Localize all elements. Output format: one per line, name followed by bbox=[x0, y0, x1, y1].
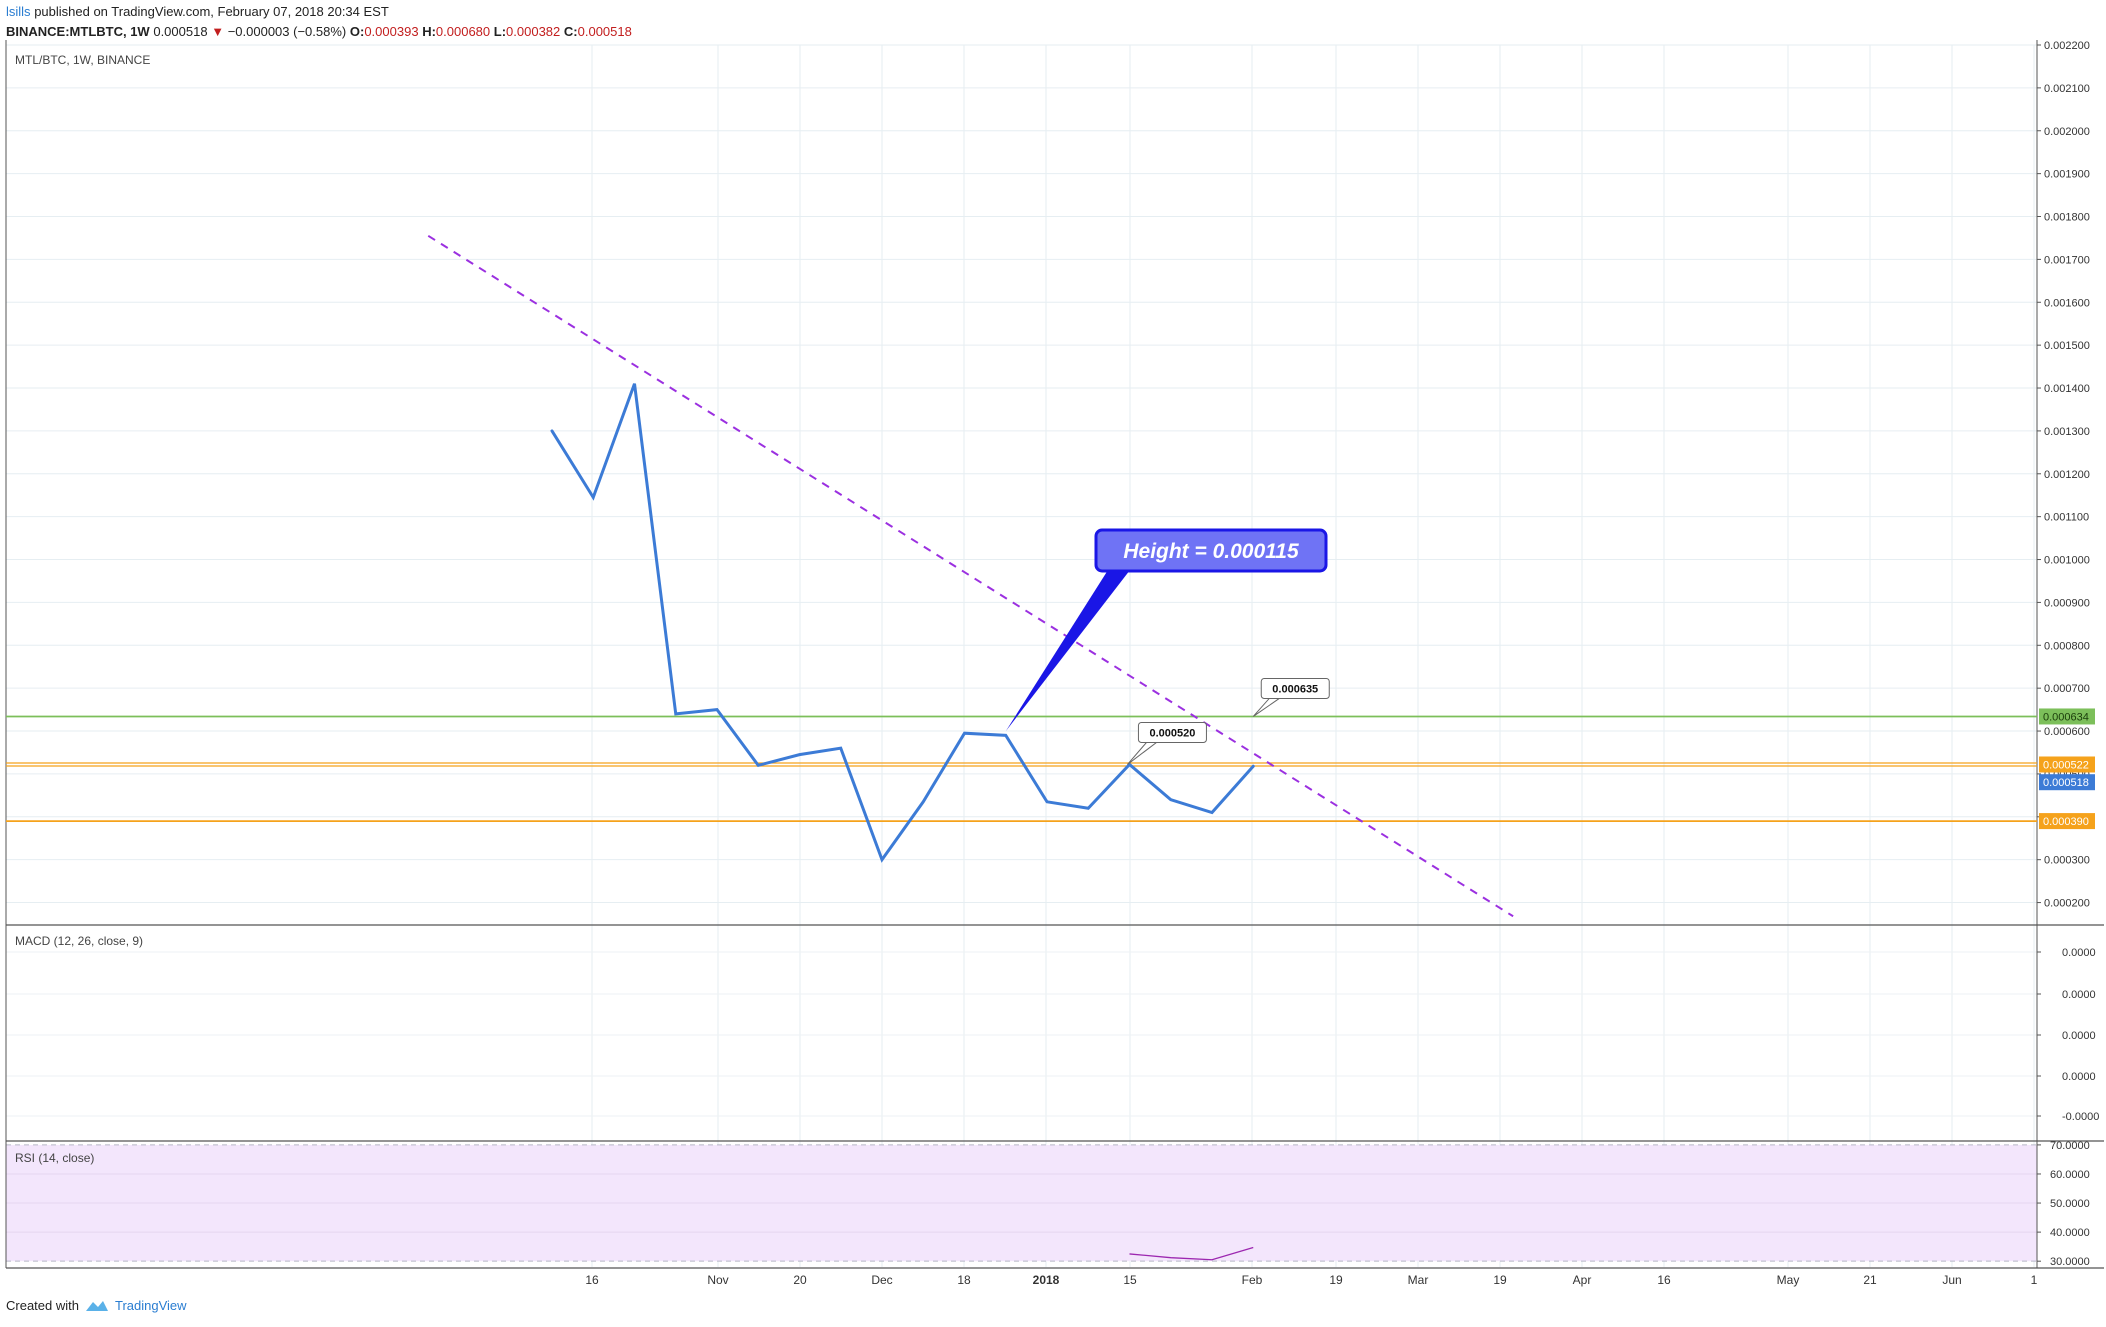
vertical-grid bbox=[591, 45, 2035, 1267]
author-link[interactable]: lsills bbox=[6, 4, 31, 19]
macd-tick-label: 0.0000 bbox=[2062, 1071, 2096, 1083]
high-value: 0.000680 bbox=[435, 24, 491, 39]
price-tick-label: 0.000600 bbox=[2044, 726, 2090, 738]
trend-line bbox=[427, 234, 1514, 918]
price-change: −0.000003 (−0.58%) bbox=[227, 24, 347, 39]
macd-tick-label: -0.0000 bbox=[2062, 1111, 2099, 1123]
price-tick-label: 0.000200 bbox=[2044, 898, 2090, 910]
callout-0635-pointer bbox=[1252, 697, 1281, 717]
price-tick-label: 0.001600 bbox=[2044, 297, 2090, 309]
price-tick-label: 0.000700 bbox=[2044, 683, 2090, 695]
price-tick-label: 0.001900 bbox=[2044, 169, 2090, 181]
x-tick-label: 2018 bbox=[1033, 1273, 1060, 1287]
price-tick-label: 0.001500 bbox=[2044, 340, 2090, 352]
height-callout-text: Height = 0.000115 bbox=[1123, 540, 1299, 563]
x-tick-label: Apr bbox=[1573, 1273, 1592, 1287]
x-tick-label: 21 bbox=[1863, 1273, 1877, 1287]
price-grid bbox=[6, 44, 2037, 904]
callout-0635-box bbox=[1260, 677, 1330, 699]
publish-info: published on TradingView.com, February 0… bbox=[34, 4, 389, 19]
x-tick-label: Dec bbox=[871, 1273, 892, 1287]
x-tick-label: 18 bbox=[957, 1273, 971, 1287]
rsi-tick-label: 40.0000 bbox=[2050, 1227, 2090, 1239]
symbol-label: BINANCE:MTLBTC, 1W bbox=[6, 24, 150, 39]
level-price-label: 0.000634 bbox=[2043, 711, 2089, 723]
last-price: 0.000518 bbox=[153, 24, 208, 39]
price-tick-label: 0.000800 bbox=[2044, 640, 2090, 652]
rsi-tick-label: 70.0000 bbox=[2050, 1140, 2090, 1152]
x-tick-label: 1 bbox=[2031, 1273, 2038, 1287]
level-price-tag bbox=[2039, 756, 2095, 773]
rsi-pane-label: RSI (14, close) bbox=[15, 1151, 94, 1165]
price-tick-label: 0.001200 bbox=[2044, 469, 2090, 481]
rsi-tick-label: 30.0000 bbox=[2050, 1256, 2090, 1268]
price-tick-label: 0.001700 bbox=[2044, 254, 2090, 266]
publish-line: lsills published on TradingView.com, Feb… bbox=[6, 2, 632, 22]
price-tick-label: 0.000300 bbox=[2044, 855, 2090, 867]
x-tick-label: Jun bbox=[1942, 1273, 1961, 1287]
down-arrow-icon: ▼ bbox=[211, 24, 225, 39]
ohlc-line: BINANCE:MTLBTC, 1W 0.000518 ▼ −0.000003 … bbox=[6, 22, 632, 42]
macd-pane-label: MACD (12, 26, close, 9) bbox=[15, 934, 143, 948]
x-tick-label: 15 bbox=[1123, 1273, 1137, 1287]
callout-0520-text: 0.000520 bbox=[1149, 727, 1195, 739]
rsi-tick-label: 50.0000 bbox=[2050, 1198, 2090, 1210]
x-tick-label: 19 bbox=[1493, 1273, 1507, 1287]
callout-pointer bbox=[1005, 570, 1130, 732]
close-label: C: bbox=[563, 24, 578, 39]
last-price-label: 0.000518 bbox=[2043, 777, 2089, 789]
price-tick-label: 0.000900 bbox=[2044, 597, 2090, 609]
rsi-tick-label: 60.0000 bbox=[2050, 1169, 2090, 1181]
low-value: 0.000382 bbox=[506, 24, 561, 39]
high-label: H: bbox=[422, 24, 436, 39]
last-price-tag bbox=[2039, 774, 2095, 791]
callout-0635-text: 0.000635 bbox=[1272, 683, 1318, 695]
price-tick-label: 0.001000 bbox=[2044, 555, 2090, 567]
x-tick-label: Nov bbox=[707, 1273, 728, 1287]
macd-tick-label: 0.0000 bbox=[2062, 947, 2096, 959]
callout-0520-box bbox=[1137, 721, 1207, 743]
open-value: 0.000393 bbox=[364, 24, 419, 39]
tradingview-brand[interactable]: TradingView bbox=[114, 1298, 187, 1313]
x-tick-label: 16 bbox=[585, 1273, 599, 1287]
level-price-label: 0.000390 bbox=[2043, 816, 2089, 828]
price-tick-label: 0.001300 bbox=[2044, 426, 2090, 438]
low-label: L: bbox=[493, 24, 507, 39]
level-price-tag bbox=[2039, 708, 2095, 725]
price-tick-label: 0.001400 bbox=[2044, 383, 2090, 395]
price-tick-label: 0.002000 bbox=[2044, 126, 2090, 138]
price-tick-label: 0.002200 bbox=[2044, 40, 2090, 52]
x-tick-label: 19 bbox=[1329, 1273, 1343, 1287]
main-pane-label: MTL/BTC, 1W, BINANCE bbox=[15, 53, 150, 67]
x-tick-label: 16 bbox=[1657, 1273, 1671, 1287]
x-tick-label: 20 bbox=[793, 1273, 807, 1287]
created-with-text: Created with bbox=[6, 1298, 79, 1313]
open-label: O: bbox=[349, 24, 365, 39]
macd-tick-label: 0.0000 bbox=[2062, 1030, 2096, 1042]
macd-tick-label: 0.0000 bbox=[2062, 989, 2096, 1001]
footer: Created with TradingView bbox=[6, 1298, 187, 1313]
x-tick-label: May bbox=[1777, 1273, 1800, 1287]
x-tick-label: Mar bbox=[1408, 1273, 1429, 1287]
tradingview-logo-icon bbox=[85, 1300, 108, 1311]
rsi-line bbox=[1129, 1246, 1254, 1261]
height-callout-box bbox=[1094, 528, 1328, 573]
close-value: 0.000518 bbox=[577, 24, 632, 39]
callout-0520-pointer bbox=[1127, 741, 1158, 765]
x-tick-label: Feb bbox=[1242, 1273, 1263, 1287]
price-line bbox=[550, 383, 1255, 863]
level-price-tag bbox=[2039, 813, 2095, 830]
level-price-label: 0.000522 bbox=[2043, 759, 2089, 771]
chart-header: lsills published on TradingView.com, Feb… bbox=[6, 2, 632, 42]
price-tick-label: 0.001800 bbox=[2044, 212, 2090, 224]
price-tick-label: 0.001100 bbox=[2044, 512, 2089, 524]
price-tick-label: 0.002100 bbox=[2044, 83, 2090, 95]
